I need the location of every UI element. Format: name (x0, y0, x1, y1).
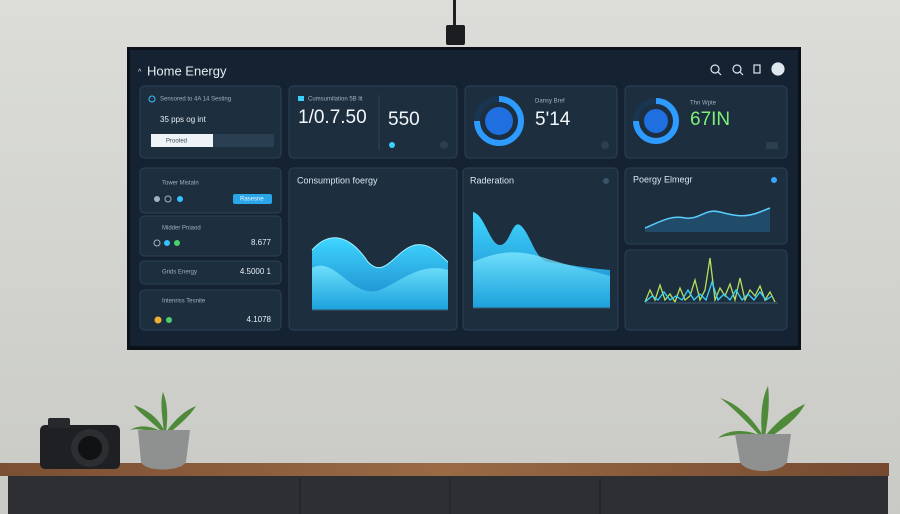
card-value: 67IN (690, 109, 730, 130)
card-label: Dansy Bref (535, 99, 565, 105)
power-graphic (644, 207, 771, 232)
gauge-core (485, 107, 513, 135)
button[interactable] (233, 194, 272, 204)
row-label: Intenriss Tesnite (162, 299, 206, 305)
icon (440, 141, 448, 149)
shelf-front (8, 476, 888, 514)
camera (40, 418, 120, 469)
cable (453, 0, 456, 28)
card-value: 35 pps og int (160, 115, 207, 124)
icon (603, 178, 609, 184)
shelf-top (0, 463, 889, 476)
plant-right (718, 386, 805, 471)
input[interactable] (151, 134, 213, 147)
panel-title: Poergy Elmegr (633, 174, 693, 184)
icon (148, 95, 156, 103)
spectrum-graphic (644, 257, 778, 304)
tv-box (446, 25, 465, 45)
consumption-graphic (311, 237, 449, 311)
row-label: Tower Mistaln (162, 181, 199, 187)
row-backgrounds (139, 167, 282, 331)
card-label: Thn Wpte (690, 101, 717, 107)
input-text: Prooted (166, 139, 187, 145)
logo: ^ (138, 69, 142, 76)
card-value: 1/0.7.50 (298, 107, 367, 128)
row-label: Midder Pniaod (162, 226, 201, 232)
row-value: 4.1078 (247, 315, 272, 324)
panel-title: Consumption foergy (297, 175, 378, 185)
app-title: Home Energy (147, 63, 227, 78)
icon (389, 142, 395, 148)
row-label: Grids Energy (162, 270, 197, 276)
panel-title: Raderation (470, 175, 514, 185)
icon (766, 142, 778, 149)
toolbar-icons[interactable] (710, 62, 785, 76)
card-side-value: 550 (388, 109, 420, 130)
row-value: 8.677 (251, 238, 272, 247)
gauge-arc (474, 96, 524, 146)
card-value: 5'14 (535, 109, 571, 130)
generation-graphic (473, 212, 610, 309)
icon (771, 177, 777, 183)
card-label: Sensored to 4A 14 Sesting (160, 97, 231, 103)
row-value: 4.5000 1 (240, 267, 272, 276)
status-dots (154, 195, 183, 203)
card-label: Cumsumilation 5B lit (308, 97, 363, 103)
gauge-core (644, 109, 668, 133)
shelf-doors (299, 478, 601, 514)
status-dots (154, 316, 172, 324)
button-label: Rasesne (240, 197, 264, 203)
select[interactable] (213, 134, 274, 147)
icon (298, 96, 304, 101)
icon (601, 141, 609, 149)
plant-left (130, 392, 196, 470)
gauge-arc (633, 98, 679, 144)
status-dots (153, 239, 180, 247)
